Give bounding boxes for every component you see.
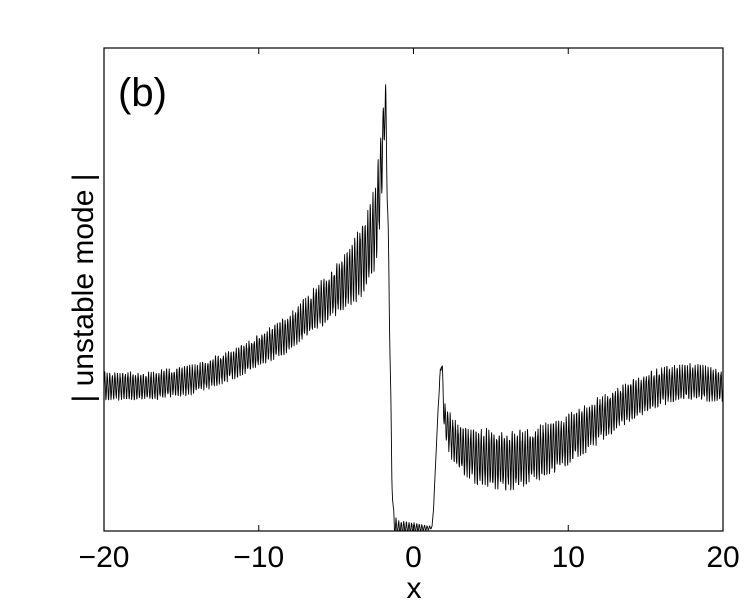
panel-label: (b) (118, 71, 167, 115)
x-axis-label: x (407, 572, 422, 605)
x-tick-label: −20 (79, 541, 130, 574)
x-tick-label: 10 (552, 541, 585, 574)
y-axis-label: | unstable mode | (67, 173, 100, 402)
x-tick-label: 0 (405, 541, 422, 574)
x-tick-label: −10 (233, 541, 284, 574)
x-tick-label: 20 (706, 541, 739, 574)
x-axis-ticks: −20 −10 0 10 20 (79, 48, 740, 574)
